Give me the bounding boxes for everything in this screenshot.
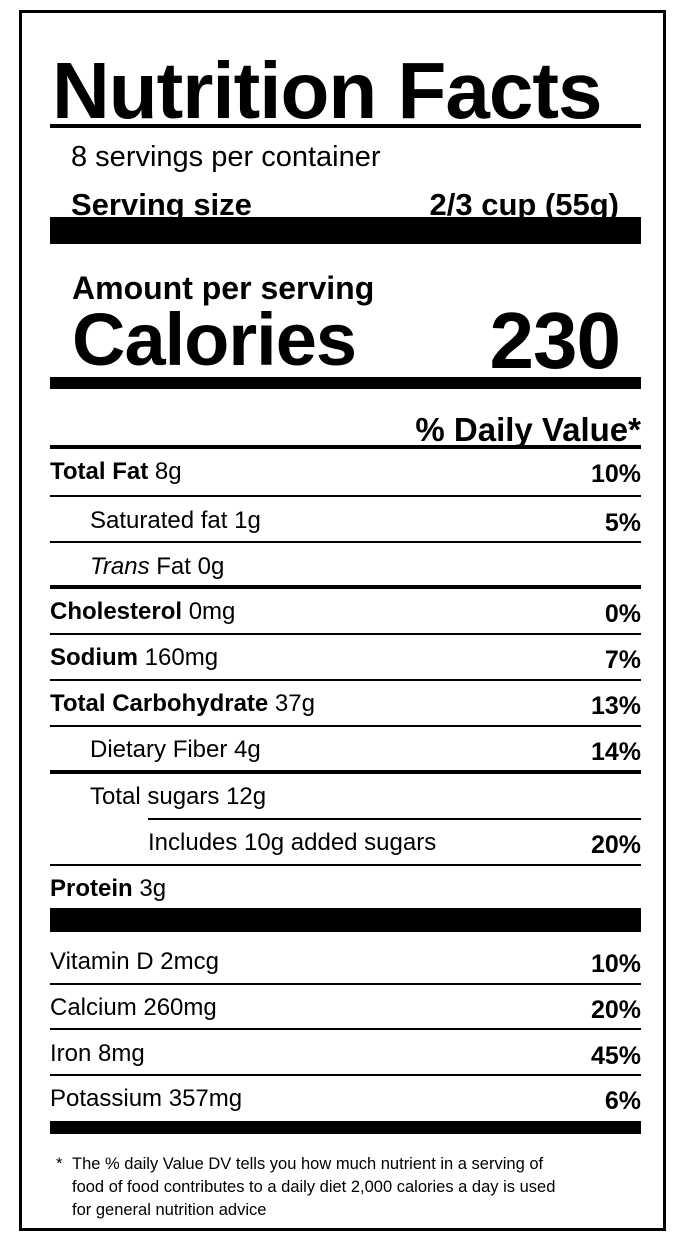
vitamin-row-calcium: Calcium 260mg 20% [50,994,641,1026]
row-divider [50,585,641,589]
nutrient-name: Total Fat 8g [50,458,182,485]
nutrient-dv: 13% [590,692,641,720]
vitamin-dv: 45% [590,1042,641,1070]
calories-label: Calories [72,298,357,381]
row-divider [50,864,641,866]
row-divider [50,770,641,774]
vitamin-dv: 6% [604,1087,641,1115]
thick-rule-vitamins [50,908,641,932]
serving-size-label: Serving size [71,187,252,222]
nutrient-dv: 5% [604,509,641,537]
row-divider [50,679,641,681]
vitamin-name: Calcium 260mg [50,994,217,1021]
row-divider [50,495,641,497]
label-title: Nutrition Facts [52,46,602,135]
vitamin-name: Potassium 357mg [50,1085,243,1112]
vitamin-name: Iron 8mg [50,1040,145,1067]
nutrient-row-added-sugars: Includes 10g added sugars 20% [50,829,641,861]
footnote-asterisk: * [56,1155,63,1173]
dv-header-rule [50,445,641,449]
calories-value: 230 [489,296,621,385]
thick-rule-top [50,217,641,244]
row-divider [50,725,641,727]
nutrient-name: Cholesterol 0mg [50,598,236,625]
nutrient-name: Includes 10g added sugars [148,829,437,856]
nutrient-row-cholesterol: Cholesterol 0mg 0% [50,598,641,630]
nutrient-row-total-sugars: Total sugars 12g [50,783,641,815]
amount-per-serving: Amount per serving [72,270,375,306]
nutrient-row-total-carbohydrate: Total Carbohydrate 37g 13% [50,690,641,722]
row-divider [50,633,641,635]
nutrient-row-trans-fat: Trans Fat 0g [50,553,641,585]
nutrient-row-protein: Protein 3g [50,875,641,907]
vitamin-row-potassium: Potassium 357mg 6% [50,1085,641,1117]
nutrition-label: Nutrition Facts 8 servings per container… [19,10,666,1231]
servings-per-container: 8 servings per container [71,141,381,173]
footnote-line: for general nutrition advice [72,1201,267,1219]
nutrient-name: Saturated fat 1g [90,507,261,534]
vitamin-dv: 10% [590,950,641,978]
nutrient-name: Sodium 160mg [50,644,219,671]
nutrient-dv: 14% [590,738,641,766]
nutrient-dv: 10% [590,460,641,488]
nutrient-name: Dietary Fiber 4g [90,736,261,763]
nutrient-row-dietary-fiber: Dietary Fiber 4g 14% [50,736,641,768]
calories-rule [50,377,641,389]
nutrient-name: Trans Fat 0g [90,553,225,580]
row-divider [50,1028,641,1030]
nutrient-dv: 0% [604,600,641,628]
footnote-line: The % daily Value DV tells you how much … [72,1155,544,1173]
row-divider [50,541,641,543]
row-divider [50,983,641,985]
daily-value-header: % Daily Value* [415,411,641,448]
title-rule [50,124,641,128]
footnote-rule [50,1121,641,1134]
nutrient-row-sodium: Sodium 160mg 7% [50,644,641,676]
nutrient-dv: 20% [590,831,641,859]
row-divider [148,818,641,820]
nutrient-name: Total Carbohydrate 37g [50,690,315,717]
nutrient-row-total-fat: Total Fat 8g 10% [50,458,641,490]
serving-size-value: 2/3 cup (55g) [429,187,620,222]
nutrient-dv: 7% [604,646,641,674]
nutrient-name: Total sugars 12g [90,783,267,810]
row-divider [50,1074,641,1076]
vitamin-row-vitamin-d: Vitamin D 2mcg 10% [50,948,641,980]
vitamin-dv: 20% [590,996,641,1024]
nutrient-name: Protein 3g [50,875,167,902]
vitamin-row-iron: Iron 8mg 45% [50,1040,641,1072]
footnote-text: The % daily Value DV tells you how much … [72,1153,642,1222]
vitamin-name: Vitamin D 2mcg [50,948,219,975]
footnote-line: food of food contributes to a daily diet… [72,1178,556,1196]
nutrient-row-saturated-fat: Saturated fat 1g 5% [50,507,641,539]
